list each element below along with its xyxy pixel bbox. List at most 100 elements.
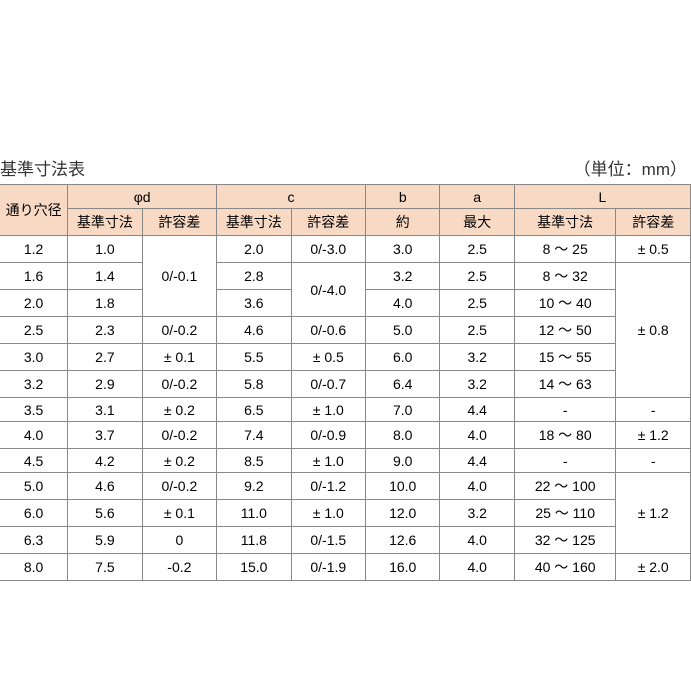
cell: 3.2	[0, 371, 68, 398]
cell: 0/-4.0	[291, 263, 365, 317]
cell: 1.2	[0, 236, 68, 263]
table-row: 8.07.5-0.215.00/-1.916.04.040 ～ 160± 2.0	[0, 554, 691, 581]
cell: 2.0	[217, 236, 291, 263]
cell: 0/-0.2	[142, 473, 216, 500]
cell: 2.7	[68, 344, 142, 371]
cell: 4.0	[440, 422, 514, 449]
cell: 32 ～ 125	[514, 527, 616, 554]
cell: 8.0	[366, 422, 440, 449]
cell: ± 0.5	[291, 344, 365, 371]
cell: 22 ～ 100	[514, 473, 616, 500]
cell: 3.2	[366, 263, 440, 290]
cell: 0/-0.2	[142, 371, 216, 398]
cell: -	[514, 449, 616, 473]
cell: -	[616, 449, 691, 473]
cell: 3.5	[0, 398, 68, 422]
th-L-base: 基準寸法	[514, 209, 616, 236]
table-row: 3.53.1± 0.26.5± 1.07.04.4--	[0, 398, 691, 422]
cell: 12.0	[366, 500, 440, 527]
cell: 0/-0.9	[291, 422, 365, 449]
cell: 2.5	[440, 236, 514, 263]
cell: 1.4	[68, 263, 142, 290]
cell: 2.5	[440, 263, 514, 290]
cell: 0/-1.5	[291, 527, 365, 554]
cell: 4.0	[440, 527, 514, 554]
cell: 5.9	[68, 527, 142, 554]
cell: 5.5	[217, 344, 291, 371]
unit-label: （単位：mm）	[574, 155, 687, 180]
cell: 4.4	[440, 398, 514, 422]
cell: 6.3	[0, 527, 68, 554]
th-b-approx: 約	[366, 209, 440, 236]
cell: 4.0	[440, 473, 514, 500]
cell: 3.2	[440, 344, 514, 371]
table-row: 1.61.42.80/-4.03.22.58 ～ 32± 0.8	[0, 263, 691, 290]
table-row: 3.02.7± 0.15.5± 0.56.03.215 ～ 55	[0, 344, 691, 371]
cell: 4.0	[440, 554, 514, 581]
cell: 16.0	[366, 554, 440, 581]
table-row: 4.03.70/-0.27.40/-0.98.04.018 ～ 80± 1.2	[0, 422, 691, 449]
th-a: a	[440, 185, 514, 209]
cell: ± 2.0	[616, 554, 691, 581]
th-hole: 通り穴径	[0, 185, 68, 236]
table-row: 6.35.9011.80/-1.512.64.032 ～ 125	[0, 527, 691, 554]
cell: 0	[142, 527, 216, 554]
cell: 0/-1.2	[291, 473, 365, 500]
cell: 4.0	[0, 422, 68, 449]
cell: 5.0	[366, 317, 440, 344]
cell: 8.5	[217, 449, 291, 473]
cell: 11.8	[217, 527, 291, 554]
cell: 2.5	[440, 317, 514, 344]
cell: 3.2	[440, 371, 514, 398]
cell: ± 0.2	[142, 398, 216, 422]
th-d-tol: 許容差	[142, 209, 216, 236]
cell: 9.0	[366, 449, 440, 473]
th-c-tol: 許容差	[291, 209, 365, 236]
cell: ± 1.0	[291, 398, 365, 422]
cell: 3.7	[68, 422, 142, 449]
th-b: b	[366, 185, 440, 209]
cell: 3.0	[0, 344, 68, 371]
cell: ± 0.5	[616, 236, 691, 263]
cell: 0/-0.2	[142, 317, 216, 344]
cell: 10.0	[366, 473, 440, 500]
cell: 15 ～ 55	[514, 344, 616, 371]
cell: -	[616, 398, 691, 422]
cell: 12 ～ 50	[514, 317, 616, 344]
cell: 5.0	[0, 473, 68, 500]
cell: 5.8	[217, 371, 291, 398]
cell: -	[514, 398, 616, 422]
cell: 2.8	[217, 263, 291, 290]
cell: 6.4	[366, 371, 440, 398]
cell: 8.0	[0, 554, 68, 581]
cell: 3.2	[440, 500, 514, 527]
cell: 6.0	[0, 500, 68, 527]
cell: 2.0	[0, 290, 68, 317]
cell: 1.0	[68, 236, 142, 263]
th-phi-d: φd	[68, 185, 217, 209]
th-d-base: 基準寸法	[68, 209, 142, 236]
cell: 8 ～ 32	[514, 263, 616, 290]
dimension-table: 通り穴径 φd c b a L 基準寸法 許容差 基準寸法 許容差 約 最大 基…	[0, 184, 691, 581]
cell: ± 1.2	[616, 473, 691, 554]
th-a-max: 最大	[440, 209, 514, 236]
cell: 4.4	[440, 449, 514, 473]
cell: 11.0	[217, 500, 291, 527]
cell: ± 0.8	[616, 263, 691, 398]
cell: 9.2	[217, 473, 291, 500]
cell: 40 ～ 160	[514, 554, 616, 581]
cell: 2.5	[440, 290, 514, 317]
th-c-base: 基準寸法	[217, 209, 291, 236]
cell: ± 0.1	[142, 500, 216, 527]
cell: 2.3	[68, 317, 142, 344]
cell: 6.5	[217, 398, 291, 422]
table-row: 2.52.30/-0.24.60/-0.65.02.512 ～ 50	[0, 317, 691, 344]
cell: 2.5	[0, 317, 68, 344]
cell: 12.6	[366, 527, 440, 554]
cell: 0/-1.9	[291, 554, 365, 581]
cell: 6.0	[366, 344, 440, 371]
cell: 3.6	[217, 290, 291, 317]
th-c: c	[217, 185, 366, 209]
cell: 14 ～ 63	[514, 371, 616, 398]
cell: ± 1.0	[291, 449, 365, 473]
